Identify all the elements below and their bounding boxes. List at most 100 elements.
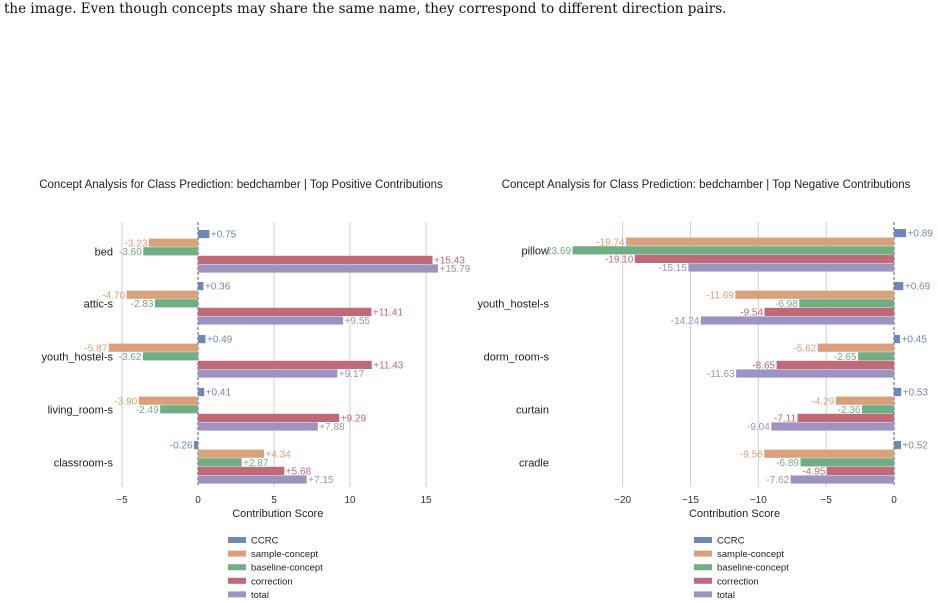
bar-CCRC — [194, 441, 198, 450]
data-label: +9.29 — [341, 414, 367, 425]
legend-swatch — [228, 577, 246, 584]
data-label: -2.65 — [834, 352, 857, 363]
chart-2: Concept Analysis for Class Prediction: b… — [477, 179, 933, 601]
chart-title: Concept Analysis for Class Prediction: b… — [502, 179, 911, 191]
bar-baseline-concept — [160, 405, 198, 414]
bar-correction — [198, 307, 372, 316]
bar-total — [700, 316, 894, 325]
chart-1: Concept Analysis for Class Prediction: b… — [39, 179, 471, 601]
data-label: +15.79 — [440, 264, 471, 275]
data-label: -7.11 — [774, 414, 796, 425]
data-label: -8.65 — [752, 361, 775, 372]
bar-total — [198, 264, 439, 273]
x-tick-label: 10 — [344, 495, 356, 506]
category-label: dorm_room-s — [484, 351, 550, 363]
x-tick-label: 5 — [271, 495, 277, 506]
bar-correction — [198, 360, 372, 369]
data-label: -3.23 — [125, 238, 148, 249]
data-label: +5.68 — [286, 467, 312, 478]
x-tick-label: −20 — [614, 495, 631, 506]
data-label: -9.04 — [747, 422, 770, 433]
bar-sample-concept — [735, 290, 894, 299]
bar-total — [198, 475, 307, 484]
x-axis-label: Contribution Score — [689, 508, 780, 520]
legend-swatch — [228, 537, 246, 543]
data-label: -3.60 — [119, 247, 142, 258]
legend-label: sample-concept — [717, 549, 784, 560]
data-label: +0.69 — [905, 282, 931, 293]
legend-swatch — [694, 577, 712, 584]
bar-total — [790, 475, 894, 484]
data-label: +9.55 — [345, 316, 371, 327]
data-label: -11.63 — [707, 369, 735, 380]
x-tick-label: −5 — [820, 495, 832, 506]
legend-label: baseline-concept — [717, 563, 789, 574]
bar-sample-concept — [138, 396, 198, 405]
figure-caption: the image. Even though concepts may shar… — [4, 1, 727, 17]
bar-baseline-concept — [799, 299, 894, 308]
x-tick-label: 0 — [195, 495, 201, 506]
data-label: -23.69 — [543, 246, 572, 257]
data-label: -19.10 — [605, 255, 634, 266]
data-label: +0.45 — [902, 335, 928, 346]
data-label: -5.87 — [84, 343, 107, 354]
legend-swatch — [694, 550, 712, 557]
x-tick-label: 0 — [891, 495, 897, 506]
data-label: -9.54 — [740, 308, 763, 319]
legend-swatch — [694, 564, 712, 571]
legend-label: correction — [251, 576, 293, 587]
x-tick-label: −15 — [682, 495, 699, 506]
x-tick-label: −5 — [116, 495, 128, 506]
legend-label: baseline-concept — [251, 563, 323, 574]
data-label: -3.62 — [119, 352, 142, 363]
bar-sample-concept — [817, 343, 894, 352]
data-label: -3.90 — [114, 396, 137, 407]
bar-total — [198, 369, 338, 378]
bar-total — [771, 422, 894, 431]
data-label: -7.62 — [766, 475, 789, 486]
data-label: -4.95 — [803, 467, 826, 478]
bar-sample-concept — [148, 238, 198, 247]
data-label: -2.83 — [131, 299, 154, 310]
data-label: +0.89 — [908, 229, 934, 240]
legend-swatch — [228, 564, 246, 571]
data-label: -0.26 — [170, 441, 193, 452]
data-label: -4.29 — [811, 396, 834, 407]
category-label: classroom-s — [54, 457, 114, 469]
legend-label: CCRC — [251, 536, 279, 547]
data-label: -11.69 — [706, 290, 734, 301]
data-label: +11.41 — [373, 308, 404, 319]
bar-baseline-concept — [154, 299, 198, 308]
legend-swatch — [228, 550, 246, 557]
bar-baseline-concept — [800, 458, 894, 467]
bar-sample-concept — [198, 449, 264, 458]
bar-CCRC — [894, 335, 901, 344]
data-label: +0.49 — [207, 335, 233, 346]
legend-label: sample-concept — [251, 549, 318, 560]
bar-CCRC — [198, 388, 205, 397]
category-label: curtain — [516, 404, 549, 416]
data-label: -14.24 — [671, 316, 700, 327]
bar-total — [736, 369, 894, 378]
bar-baseline-concept — [572, 246, 894, 255]
legend-swatch — [228, 591, 246, 598]
data-label: -9.56 — [740, 449, 763, 460]
category-label: youth_hostel-s — [477, 298, 549, 310]
category-label: pillow — [521, 245, 549, 257]
bar-CCRC — [894, 282, 904, 291]
data-label: +0.52 — [903, 441, 929, 452]
legend-swatch — [694, 537, 712, 543]
bar-total — [688, 263, 894, 272]
bar-correction — [634, 254, 894, 263]
bar-CCRC — [894, 229, 907, 238]
data-label: -6.98 — [775, 299, 798, 310]
category-label: bed — [95, 246, 113, 258]
bar-sample-concept — [108, 343, 198, 352]
bar-correction — [764, 307, 894, 316]
bar-sample-concept — [626, 237, 894, 246]
category-label: living_room-s — [48, 404, 114, 416]
bar-sample-concept — [764, 449, 894, 458]
bar-sample-concept — [835, 396, 894, 405]
legend-swatch — [694, 591, 712, 598]
